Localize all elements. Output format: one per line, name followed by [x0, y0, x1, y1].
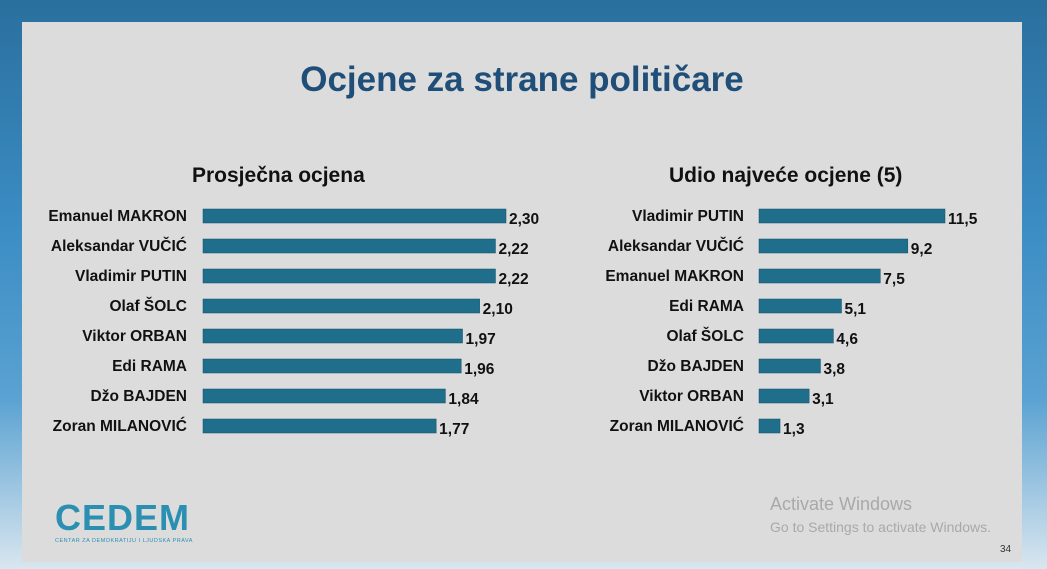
right-bar	[758, 268, 881, 284]
page-number: 34	[1000, 544, 1012, 555]
right-value-label: 1,3	[783, 421, 805, 438]
right-bar	[758, 388, 810, 404]
left-bar	[202, 328, 463, 344]
left-bar	[202, 388, 446, 404]
left-value-label: 2,22	[498, 241, 528, 258]
logo-text: CEDEM	[55, 497, 191, 538]
slide-title: Ocjene za strane političare	[300, 60, 744, 99]
chart-left: Emanuel MAKRON 2,30 Aleksandar VUČIĆ 2,22 Vl…	[48, 208, 539, 438]
right-bar	[758, 328, 834, 344]
slide: Ocjene za strane političare Prosječna oc…	[22, 22, 1022, 562]
chart-right-title: Udio najveće ocjene (5)	[669, 164, 903, 187]
right-bar	[758, 208, 946, 224]
watermark-subtitle: Go to Settings to activate Windows.	[770, 519, 991, 535]
right-value-label: 11,5	[948, 211, 978, 228]
left-bar	[202, 238, 496, 254]
left-category-label: Edi RAMA	[112, 358, 187, 375]
right-bar	[758, 298, 842, 314]
right-category-label: Zoran MILANOVIĆ	[610, 417, 744, 435]
left-bar	[202, 208, 507, 224]
right-value-label: 4,6	[836, 331, 858, 348]
right-value-label: 9,2	[911, 241, 933, 258]
left-bar	[202, 358, 462, 374]
right-category-label: Viktor ORBAN	[639, 388, 744, 405]
cedem-logo: CEDEM CENTAR ZA DEMOKRATIJU I LJUDSKA PR…	[55, 500, 215, 548]
right-category-label: Edi RAMA	[669, 298, 744, 315]
right-value-label: 3,8	[823, 361, 845, 378]
right-category-label: Emanuel MAKRON	[605, 268, 744, 285]
left-bar	[202, 298, 480, 314]
left-value-label: 2,30	[509, 211, 539, 228]
left-category-label: Zoran MILANOVIĆ	[53, 417, 187, 435]
right-bar	[758, 238, 909, 254]
left-value-label: 1,96	[464, 361, 495, 378]
left-value-label: 1,84	[448, 391, 479, 408]
right-category-label: Džo BAJDEN	[648, 358, 744, 375]
right-value-label: 7,5	[883, 271, 905, 288]
left-value-label: 1,77	[439, 421, 469, 438]
right-bar	[758, 358, 821, 374]
left-bar	[202, 268, 496, 284]
left-category-label: Džo BAJDEN	[91, 388, 187, 405]
watermark-title: Activate Windows	[770, 494, 913, 514]
right-category-label: Aleksandar VUČIĆ	[608, 237, 744, 255]
left-category-label: Olaf ŠOLC	[109, 297, 187, 315]
left-category-label: Aleksandar VUČIĆ	[51, 237, 187, 255]
right-category-label: Olaf ŠOLC	[666, 327, 744, 345]
left-category-label: Vladimir PUTIN	[75, 268, 187, 285]
right-value-label: 5,1	[844, 301, 866, 318]
right-bar	[758, 418, 781, 434]
right-value-label: 3,1	[812, 391, 834, 408]
logo-subtitle: CENTAR ZA DEMOKRATIJU I LJUDSKA PRAVA	[55, 538, 193, 544]
left-category-label: Viktor ORBAN	[82, 328, 187, 345]
left-value-label: 2,22	[498, 271, 528, 288]
activate-windows-watermark: Activate Windows Go to Settings to activ…	[770, 494, 991, 535]
left-category-label: Emanuel MAKRON	[48, 208, 187, 225]
right-category-label: Vladimir PUTIN	[632, 208, 744, 225]
left-value-label: 2,10	[483, 301, 513, 318]
left-value-label: 1,97	[466, 331, 496, 348]
left-bar	[202, 418, 437, 434]
chart-right: Vladimir PUTIN 11,5 Aleksandar VUČIĆ 9,2 Ema…	[605, 208, 978, 438]
chart-left-title: Prosječna ocjena	[192, 164, 365, 187]
